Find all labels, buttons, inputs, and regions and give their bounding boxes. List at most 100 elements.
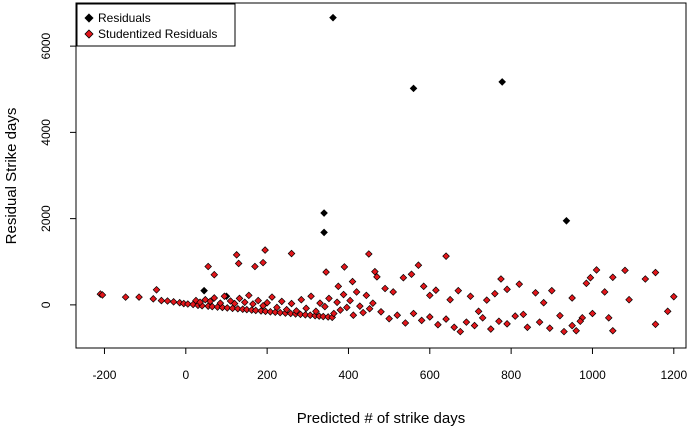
data-point [535,318,544,326]
y-axis: 0 2000 4000 6000 [39,32,77,308]
data-point [261,246,269,254]
data-point [377,307,385,316]
data-point [287,299,296,308]
data-point [586,273,595,282]
data-point [196,298,204,307]
data-point [292,307,301,315]
data-point [417,316,426,325]
series-studentized-residuals [96,246,678,336]
data-point [371,267,379,276]
data-point [498,78,506,86]
data-point [503,285,511,294]
data-point [245,291,253,300]
data-point [206,297,214,306]
data-point [592,266,601,274]
data-point [325,294,333,303]
data-point [511,312,519,320]
data-point [385,314,393,323]
data-point [216,299,225,307]
data-point [519,310,528,319]
data-point [249,300,257,308]
data-point [450,323,458,332]
data-point [548,286,556,295]
data-point [359,308,367,317]
data-point [365,250,373,258]
data-point [356,302,364,310]
data-point [235,294,244,303]
data-point [287,249,296,258]
data-point [210,294,219,302]
y-tick-label: 4000 [39,119,53,146]
x-tick-label: 200 [257,368,277,382]
data-point [329,13,337,22]
data-point [560,327,568,336]
data-point [349,311,358,320]
data-point [482,296,491,304]
data-point [297,295,306,304]
data-point [163,297,172,305]
data-point [515,280,524,288]
data-point [625,295,633,304]
x-tick-label: 600 [420,368,440,382]
data-point [121,293,130,301]
data-point [228,304,237,313]
data-point [456,327,465,336]
data-point [414,261,423,269]
data-point [503,320,511,328]
data-point [286,309,295,318]
data-point [208,302,217,311]
data-point [641,275,650,283]
data-point [149,295,158,303]
x-axis-title: Predicted # of strike days [297,410,465,427]
data-point [432,286,440,295]
data-point [576,317,585,326]
data-point [621,266,629,275]
data-point [600,288,609,296]
data-point [609,326,617,335]
data-point [210,270,219,279]
legend-label-residuals: Residuals [98,11,151,25]
data-point [393,311,402,320]
x-tick-label: 1000 [579,368,606,382]
data-point [487,325,495,333]
data-point [184,300,192,308]
data-point [175,298,184,307]
data-point [651,268,660,277]
data-point [234,259,243,268]
x-tick-label: -200 [92,368,116,382]
data-point [348,277,357,286]
data-point [200,286,208,295]
data-point [409,84,418,93]
data-point [419,282,428,291]
data-point [333,298,341,307]
data-point [266,307,275,316]
legend-box [76,3,236,47]
data-point [251,306,260,315]
data-point [466,292,475,301]
data-point [330,309,338,318]
data-point [446,295,454,304]
data-point [562,216,571,225]
data-point [454,286,463,295]
data-point [663,307,672,316]
data-point [169,298,178,306]
data-point [401,319,410,327]
x-tick-label: 1200 [660,368,687,382]
data-point [497,275,505,283]
data-point [462,318,471,326]
data-point [362,291,371,300]
data-point [426,313,434,321]
data-point [545,324,554,332]
data-point [389,288,397,296]
data-point [556,311,564,320]
data-point [276,308,284,317]
data-point [495,317,503,326]
data-point [271,308,280,317]
data-point [259,258,267,267]
data-point [277,297,286,306]
x-tick-label: 400 [338,368,358,382]
data-point [336,306,345,314]
data-point [399,273,408,282]
data-point [572,326,580,335]
